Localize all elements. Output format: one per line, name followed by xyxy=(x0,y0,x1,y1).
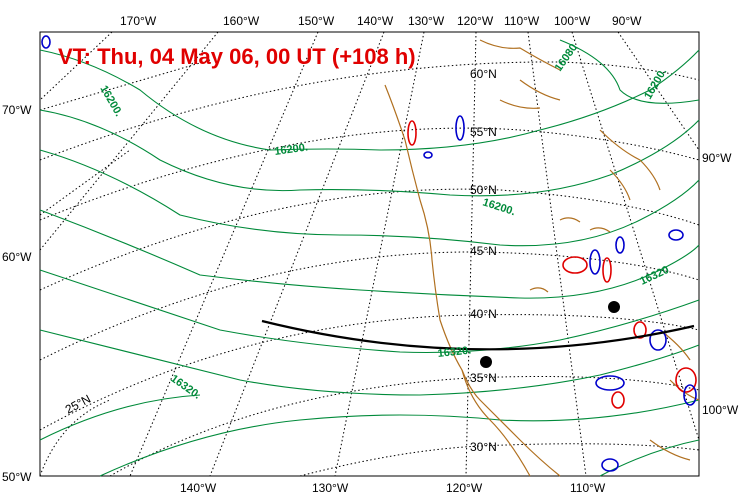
parallel-30n xyxy=(299,443,700,477)
anomaly-positive xyxy=(675,367,697,393)
anomaly-positive xyxy=(611,391,625,409)
contour xyxy=(39,394,201,441)
meridian-150w xyxy=(129,31,319,477)
coast-west xyxy=(384,84,561,477)
valid-time-title: VT: Thu, 04 May 06, 00 UT (+108 h) xyxy=(58,44,416,69)
anomaly-negative xyxy=(455,115,465,141)
anomaly-negative xyxy=(668,229,684,241)
contour xyxy=(39,329,700,396)
anomaly-negative xyxy=(683,384,697,406)
anomaly-negative xyxy=(615,236,625,254)
edge-label: 70°W xyxy=(2,103,32,117)
track-point xyxy=(608,301,620,313)
contour xyxy=(559,39,700,104)
lon-label: 100°W xyxy=(554,14,591,28)
anomaly-negative xyxy=(649,329,667,351)
anomaly-negative xyxy=(41,35,51,49)
coast-north xyxy=(479,39,561,109)
lon-label: 160°W xyxy=(223,14,260,28)
lon-label: 150°W xyxy=(298,14,335,28)
anomaly-positive xyxy=(602,257,612,283)
anomaly-positive xyxy=(562,256,588,274)
lon-label: 140°W xyxy=(357,14,394,28)
coast-hudson xyxy=(599,129,661,201)
meridian-170w xyxy=(39,31,113,101)
lat-label: 50°N xyxy=(470,183,497,197)
meridian-130w xyxy=(334,31,425,477)
lat-label: 40°N xyxy=(470,307,497,321)
right-labels: 90°W 100°W xyxy=(702,151,739,417)
anomaly-contours xyxy=(41,35,697,472)
lat-label: 45°N xyxy=(470,244,497,258)
lon-label: 110°W xyxy=(570,481,606,495)
contour-label: 16320. xyxy=(437,345,472,360)
lon-label: 140°W xyxy=(180,481,217,495)
contour xyxy=(39,109,700,197)
parallel-40n xyxy=(39,314,700,431)
edge-label: 50°W xyxy=(2,470,32,484)
inner-latitude-labels: 60°N 55°N 50°N 45°N 40°N 35°N 30°N 25°N xyxy=(63,67,497,454)
contour xyxy=(39,209,700,299)
bottom-longitude-labels: 140°W 130°W 120°W 110°W xyxy=(180,481,606,495)
left-latitude-labels: 70°W 60°W 50°W xyxy=(2,103,32,484)
anomaly-negative xyxy=(589,249,601,275)
lon-label: 130°W xyxy=(408,14,445,28)
meridian-extra-left xyxy=(39,59,211,111)
contour-label: 16200. xyxy=(274,141,309,158)
meridian-150w-upper xyxy=(39,149,131,216)
lat-label: 30°N xyxy=(470,440,497,454)
meridian-110w xyxy=(527,31,587,477)
parallel-50n xyxy=(39,188,700,291)
anomaly-negative xyxy=(423,151,433,159)
geopotential-contours xyxy=(39,39,700,477)
coastline xyxy=(384,39,700,477)
anomaly-positive xyxy=(633,321,647,339)
contour xyxy=(39,149,700,247)
contour xyxy=(39,269,700,354)
top-longitude-labels: 170°W 160°W 150°W 140°W 130°W 120°W 110°… xyxy=(120,14,642,28)
lat-label: 35°N xyxy=(470,371,497,385)
parallel-25n xyxy=(39,399,111,477)
parallel-35n xyxy=(109,376,700,477)
contour xyxy=(39,49,700,151)
storm-track xyxy=(261,319,695,351)
anomaly-positive xyxy=(407,120,417,146)
track-point xyxy=(480,356,492,368)
parallel-55n xyxy=(39,127,700,221)
lon-label: 170°W xyxy=(120,14,157,28)
lon-label: 120°W xyxy=(446,481,483,495)
coast-baja xyxy=(461,369,531,477)
parallel-lines xyxy=(39,61,700,477)
lon-label: 120°W xyxy=(457,14,494,28)
lat-label: 55°N xyxy=(470,125,497,139)
anomaly-negative xyxy=(595,375,625,391)
edge-label: 60°W xyxy=(2,250,32,264)
contour xyxy=(99,399,700,477)
meridian-140w xyxy=(209,31,385,477)
lat-label: 60°N xyxy=(470,67,497,81)
lon-label: 130°W xyxy=(312,481,349,495)
lon-label: 110°W xyxy=(504,14,540,28)
edge-label: 90°W xyxy=(702,151,732,165)
map-frame xyxy=(39,31,700,477)
anomaly-negative xyxy=(601,458,619,472)
coast-islands xyxy=(529,217,611,293)
edge-label: 100°W xyxy=(702,403,739,417)
lon-label: 90°W xyxy=(612,14,642,28)
